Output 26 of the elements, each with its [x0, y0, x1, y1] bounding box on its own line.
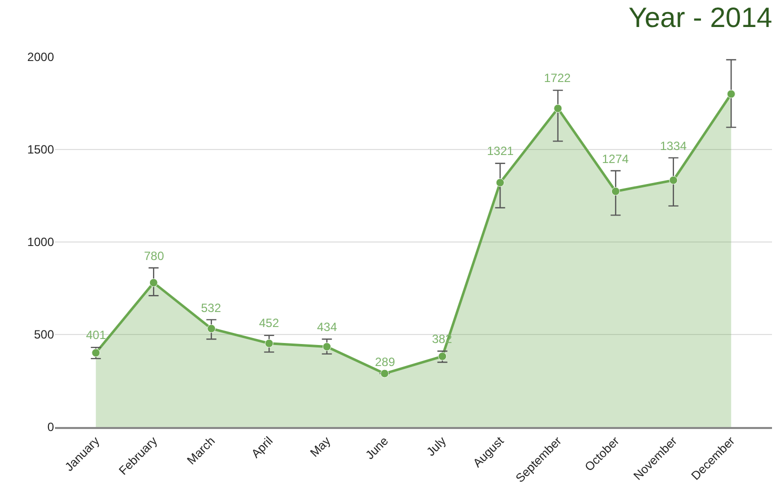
- chart-title: Year - 2014: [628, 2, 772, 34]
- point: [496, 178, 504, 187]
- x-tick-label: May: [307, 434, 334, 460]
- data-label: 1274: [602, 152, 630, 166]
- data-label: 1321: [487, 144, 514, 158]
- data-label: 289: [375, 355, 396, 369]
- y-tick-label: 500: [34, 328, 54, 342]
- y-tick-label: 0: [47, 420, 54, 434]
- data-label: 1334: [660, 139, 688, 153]
- point: [554, 104, 562, 113]
- data-label: 434: [317, 320, 338, 334]
- y-tick-label: 1500: [27, 142, 54, 157]
- point: [726, 90, 736, 98]
- point: [611, 187, 620, 196]
- data-label: 1722: [544, 71, 572, 85]
- x-tick-label: July: [424, 434, 449, 459]
- y-tick-label: 1000: [27, 235, 54, 250]
- data-label: 780: [144, 249, 164, 263]
- y-tick-label: 2000: [27, 50, 54, 64]
- data-label: 532: [201, 301, 222, 315]
- data-label: 452: [259, 316, 280, 330]
- data-label: 401: [86, 328, 106, 342]
- point: [380, 369, 389, 378]
- point: [149, 278, 158, 287]
- point: [669, 176, 678, 184]
- point: [207, 324, 216, 333]
